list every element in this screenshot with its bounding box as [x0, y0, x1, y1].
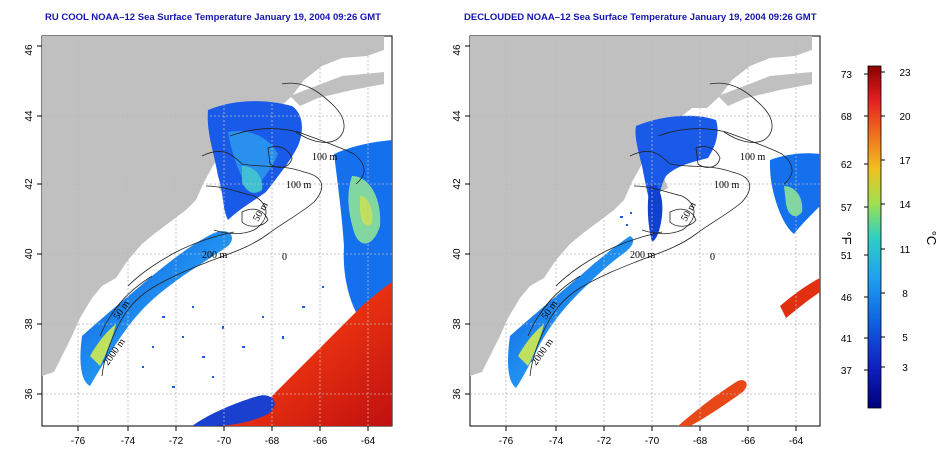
x-tick-label: -68	[693, 436, 708, 447]
x-axis: -76 -74 -72 -70 -68 -66 -64	[71, 426, 376, 447]
sst-field	[508, 115, 820, 426]
x-tick-label: -70	[217, 436, 232, 447]
celsius-tick: 17	[899, 156, 911, 167]
map-panel-raw: 100 m 100 m 50 m 200 m 50 m 2000 m 0 -76…	[24, 35, 393, 447]
celsius-tick: 20	[899, 112, 911, 123]
x-tick-label: -74	[121, 436, 136, 447]
map-title-raw: RU COOL NOAA–12 Sea Surface Temperature …	[45, 12, 381, 23]
x-tick-label: -72	[169, 436, 184, 447]
fahrenheit-tick: 57	[841, 203, 853, 214]
fahrenheit-tick: 62	[841, 160, 853, 171]
map-panel-declouded: 100 m 100 m 50 m 200 m 50 m 2000 m 0 -76…	[452, 35, 821, 447]
x-tick-label: -64	[789, 436, 804, 447]
svg-text:100 m: 100 m	[714, 180, 740, 191]
y-tick-label: 44	[452, 110, 463, 122]
celsius-tick: 23	[899, 68, 911, 79]
fahrenheit-tick: 41	[841, 334, 853, 345]
celsius-label: °C	[924, 231, 939, 246]
y-tick-label: 44	[24, 110, 35, 122]
celsius-tick: 11	[900, 245, 911, 256]
fahrenheit-tick: 51	[841, 251, 853, 262]
x-tick-label: -66	[741, 436, 756, 447]
celsius-tick: 3	[902, 363, 908, 374]
y-tick-label: 40	[24, 248, 35, 260]
x-tick-label: -76	[499, 436, 514, 447]
lat-lon-grid	[42, 36, 392, 426]
celsius-scale: 23 20 17 14 11 8 5 3 °C	[881, 68, 939, 374]
y-tick-label: 46	[452, 44, 463, 56]
fahrenheit-tick: 37	[841, 366, 853, 377]
fahrenheit-tick: 46	[841, 293, 853, 304]
y-tick-label: 36	[24, 388, 35, 400]
x-tick-label: -72	[597, 436, 612, 447]
svg-text:0: 0	[710, 252, 715, 263]
svg-text:200 m: 200 m	[630, 250, 656, 261]
fahrenheit-label: °F	[839, 231, 854, 244]
y-tick-label: 46	[24, 44, 35, 56]
colorbar-gradient	[867, 65, 882, 409]
y-tick-label: 36	[452, 388, 463, 400]
svg-text:100 m: 100 m	[286, 180, 312, 191]
x-tick-label: -64	[361, 436, 376, 447]
svg-text:200 m: 200 m	[202, 250, 228, 261]
x-tick-label: -70	[645, 436, 660, 447]
y-tick-label: 42	[452, 178, 463, 190]
x-tick-label: -66	[313, 436, 328, 447]
svg-text:0: 0	[282, 252, 287, 263]
x-tick-label: -68	[265, 436, 280, 447]
y-tick-label: 38	[452, 318, 463, 330]
map-title-declouded: DECLOUDED NOAA–12 Sea Surface Temperatur…	[464, 12, 817, 23]
celsius-tick: 14	[899, 200, 911, 211]
x-tick-label: -74	[549, 436, 564, 447]
lat-lon-grid	[470, 36, 820, 426]
y-axis: 36 38 40 42 44 46	[24, 44, 42, 400]
y-tick-label: 42	[24, 178, 35, 190]
y-tick-label: 38	[24, 318, 35, 330]
fahrenheit-tick: 73	[841, 70, 853, 81]
celsius-tick: 8	[902, 289, 908, 300]
celsius-tick: 5	[902, 333, 908, 344]
svg-text:100 m: 100 m	[312, 152, 338, 163]
y-axis: 36 38 40 42 44 46	[452, 44, 470, 400]
fahrenheit-scale: 73 68 62 57 51 46 41 37 °F	[839, 70, 868, 377]
svg-text:100 m: 100 m	[740, 152, 766, 163]
x-tick-label: -76	[71, 436, 86, 447]
x-axis: -76 -74 -72 -70 -68 -66 -64	[499, 426, 804, 447]
temperature-colorbar: 73 68 62 57 51 46 41 37 °F 23 20 17 14 1…	[839, 65, 939, 409]
fahrenheit-tick: 68	[841, 112, 853, 123]
y-tick-label: 40	[452, 248, 463, 260]
